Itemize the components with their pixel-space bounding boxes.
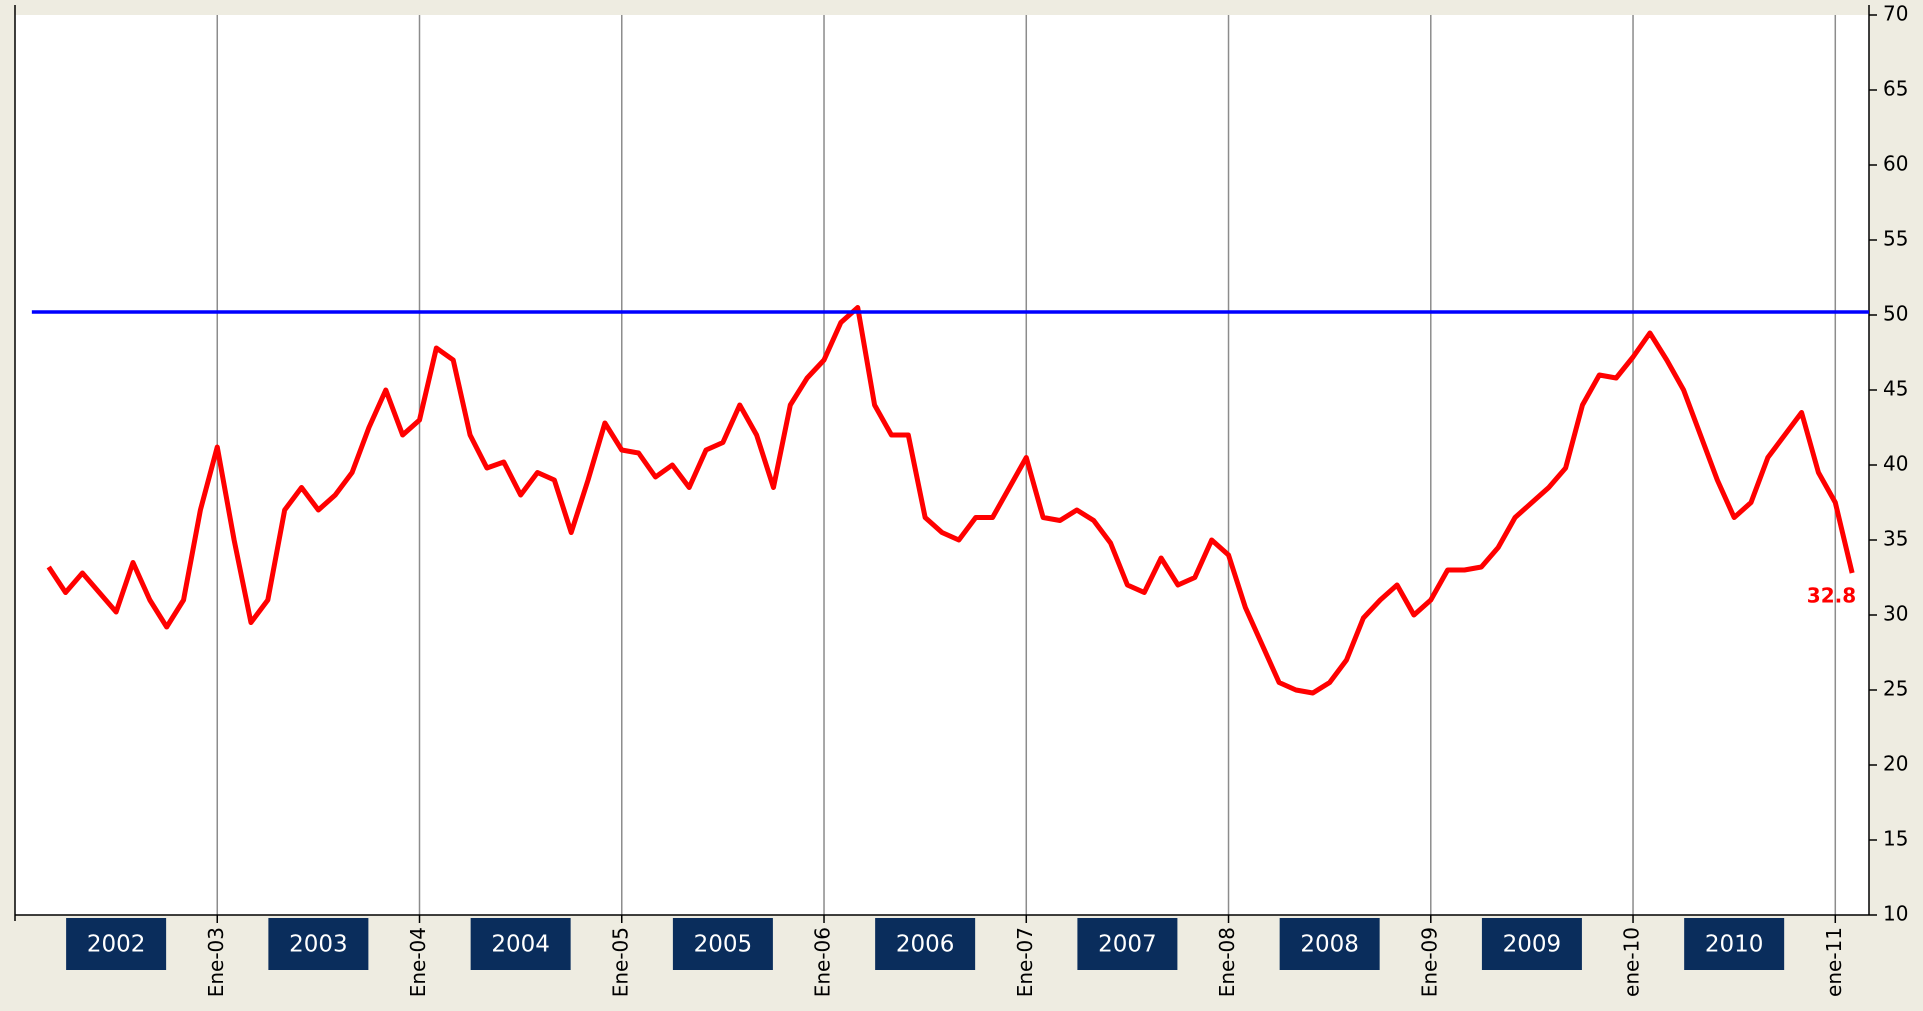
year-label: 2010 bbox=[1705, 932, 1764, 958]
line bbox=[46, 305, 1855, 696]
year-label: 2008 bbox=[1300, 932, 1359, 958]
y-tick-label: 50 bbox=[1883, 302, 1908, 326]
year-box bbox=[66, 918, 167, 970]
data-label: 32.8 bbox=[1807, 584, 1856, 608]
y-tick-label: 70 bbox=[1883, 2, 1908, 26]
x-tick-label: ene-11 bbox=[1822, 927, 1846, 997]
y-tick-label: 35 bbox=[1883, 527, 1908, 551]
y-tick-label: 40 bbox=[1883, 452, 1908, 476]
year-box bbox=[1684, 918, 1785, 970]
year-label: 2003 bbox=[289, 932, 348, 958]
x-tick-label: Ene-03 bbox=[204, 927, 228, 997]
year-box bbox=[470, 918, 571, 970]
year-label: 2004 bbox=[491, 932, 550, 958]
y-tick-label: 15 bbox=[1883, 827, 1908, 851]
x-tick-label: Ene-05 bbox=[608, 927, 632, 997]
year-label: 2009 bbox=[1503, 932, 1562, 958]
year-box bbox=[268, 918, 369, 970]
year-box bbox=[875, 918, 976, 970]
year-label: 2005 bbox=[694, 932, 753, 958]
y-tick-label: 25 bbox=[1883, 677, 1908, 701]
x-tick-label: Ene-04 bbox=[406, 927, 430, 997]
y-tick-label: 65 bbox=[1883, 77, 1908, 101]
year-label: 2006 bbox=[896, 932, 955, 958]
x-tick-label: Ene-07 bbox=[1013, 927, 1037, 997]
year-label: 2007 bbox=[1098, 932, 1157, 958]
plot-area bbox=[15, 15, 1869, 915]
year-box bbox=[1481, 918, 1582, 970]
x-tick-label: Ene-08 bbox=[1215, 927, 1239, 997]
y-tick-label: 55 bbox=[1883, 227, 1908, 251]
y-tick-label: 45 bbox=[1883, 377, 1908, 401]
x-tick-label: ene-10 bbox=[1620, 927, 1644, 997]
y-tick-label: 30 bbox=[1883, 602, 1908, 626]
y-tick-label: 20 bbox=[1883, 752, 1908, 776]
x-tick-label: Ene-09 bbox=[1417, 927, 1441, 997]
y-tick-label: 10 bbox=[1883, 902, 1908, 926]
year-box bbox=[672, 918, 773, 970]
y-tick-label: 60 bbox=[1883, 152, 1908, 176]
year-box bbox=[1077, 918, 1178, 970]
year-box bbox=[1279, 918, 1380, 970]
x-tick-label: Ene-06 bbox=[811, 927, 835, 997]
year-label: 2002 bbox=[87, 932, 146, 958]
